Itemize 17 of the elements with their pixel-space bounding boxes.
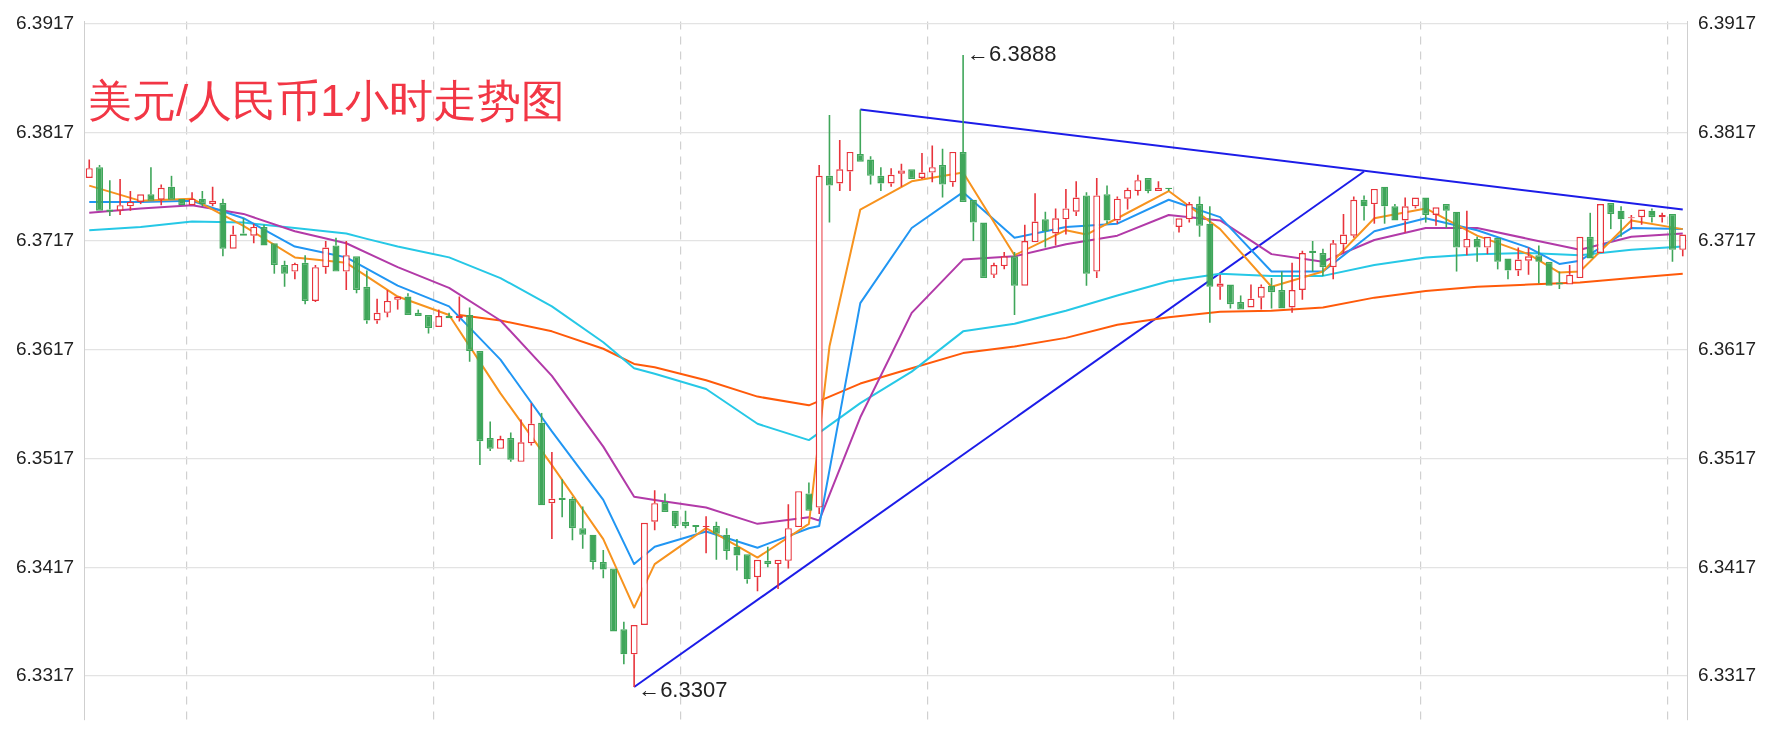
y2-tick-label: 6.3317 [1697, 664, 1757, 686]
y-tick-label: 6.3817 [15, 120, 75, 142]
y-tick-label: 6.3717 [15, 229, 75, 251]
y2-tick-label: 6.3517 [1697, 446, 1757, 468]
y-tick-label: 6.3917 [15, 11, 75, 33]
annotation: ←6.3307 [638, 677, 728, 703]
y2-tick-label: 6.3717 [1697, 229, 1757, 251]
y-tick-label: 6.3317 [15, 664, 75, 686]
y2-tick-label: 6.3817 [1697, 120, 1757, 142]
y2-tick-label: 6.3617 [1697, 338, 1757, 360]
y-tick-label: 6.3517 [15, 446, 75, 468]
y-tick-label: 6.3617 [15, 338, 75, 360]
text: 美元/人民币1小时走势图 [88, 75, 565, 125]
y2-tick-label: 6.3917 [1697, 11, 1757, 33]
annotation: ←6.3888 [967, 41, 1057, 67]
y2-tick-label: 6.3417 [1697, 555, 1757, 577]
y-tick-label: 6.3417 [15, 555, 75, 577]
